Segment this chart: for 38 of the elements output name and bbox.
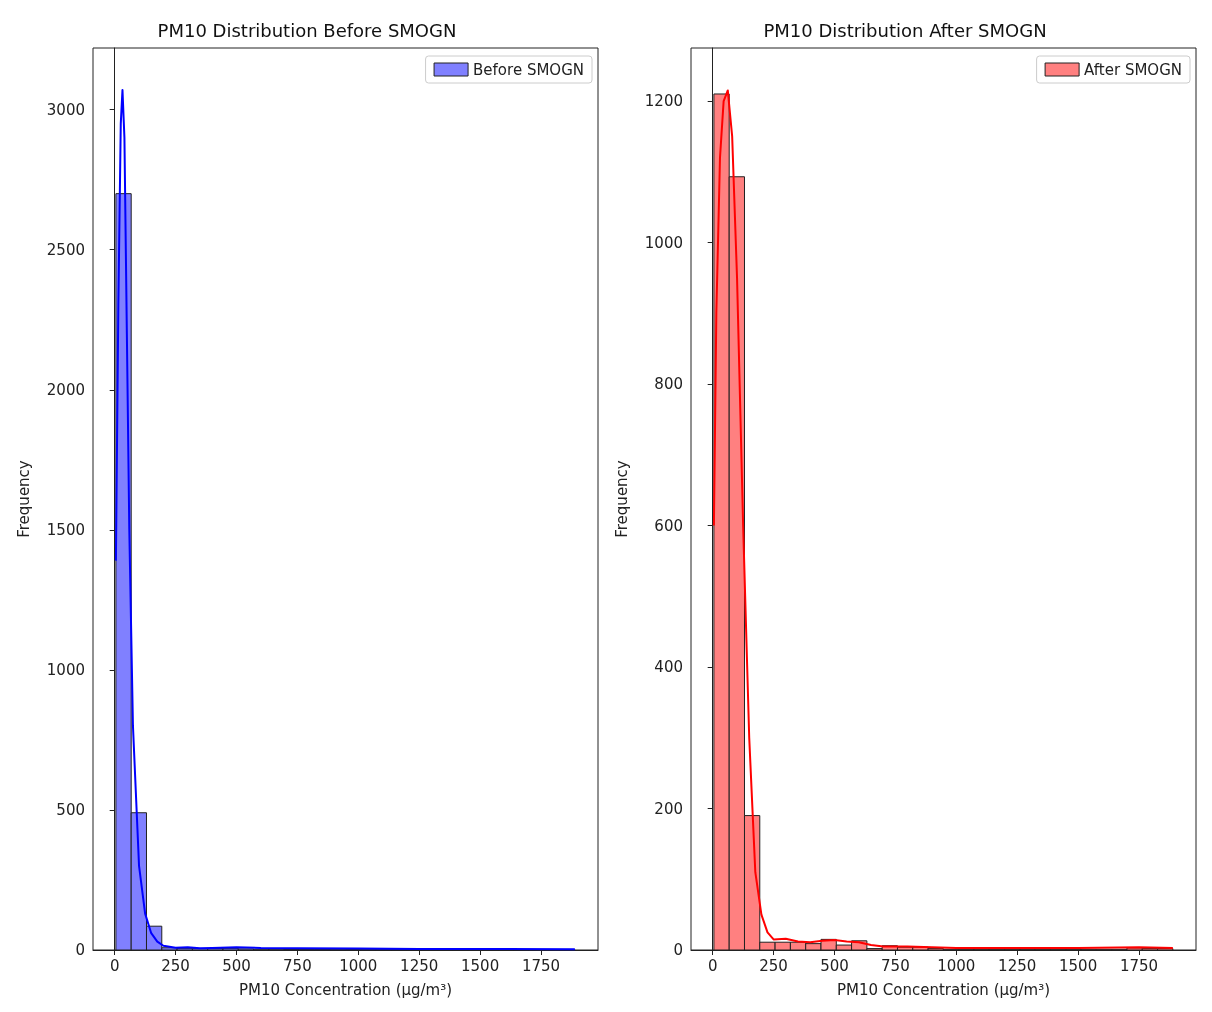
x-tick-label: 1500: [1059, 956, 1098, 975]
y-tick-label: 600: [654, 516, 683, 535]
x-tick-label: 500: [820, 956, 849, 975]
y-tick-label: 1200: [644, 92, 683, 111]
x-tick-label: 1500: [461, 956, 500, 975]
y-tick-label: 200: [654, 799, 683, 818]
x-tick-label: 1000: [339, 956, 378, 975]
x-axis-title: PM10 Concentration (µg/m³): [836, 980, 1051, 999]
y-tick-label: 3000: [46, 100, 85, 119]
y-tick-label: 400: [654, 658, 683, 677]
y-tick-label: 2000: [46, 380, 85, 399]
legend-label: Before SMOGN: [473, 60, 585, 79]
x-tick-label: 750: [283, 956, 312, 975]
x-tick-label: 500: [222, 956, 251, 975]
y-tick-label: 1000: [46, 660, 85, 679]
y-tick-label: 2500: [46, 240, 85, 259]
x-tick-label: 1750: [521, 956, 561, 975]
chart-title: PM10 Distribution After SMOGN: [763, 19, 1047, 41]
y-tick-label: 0: [673, 941, 683, 959]
x-tick-label: 250: [161, 956, 190, 975]
x-tick-label: 750: [881, 956, 910, 975]
chart-title: PM10 Distribution Before SMOGN: [157, 19, 457, 41]
legend-label: After SMOGN: [1084, 60, 1182, 79]
y-tick-label: 0: [75, 941, 85, 959]
y-axis-title: Frequency: [14, 460, 33, 538]
y-axis-title: Frequency: [612, 460, 631, 538]
x-tick-label: 0: [707, 956, 718, 975]
y-tick-label: 1000: [644, 233, 683, 252]
x-tick-label: 250: [759, 956, 788, 975]
x-tick-label: 1000: [937, 956, 976, 975]
y-tick-label: 500: [56, 800, 85, 819]
x-tick-label: 1250: [998, 956, 1037, 975]
y-tick-label: 800: [654, 375, 683, 394]
x-tick-label: 1750: [1119, 956, 1159, 975]
x-axis-title: PM10 Concentration (µg/m³): [238, 980, 453, 999]
x-tick-label: 1250: [400, 956, 439, 975]
y-tick-label: 1500: [46, 520, 85, 539]
x-tick-label: 0: [109, 956, 120, 975]
